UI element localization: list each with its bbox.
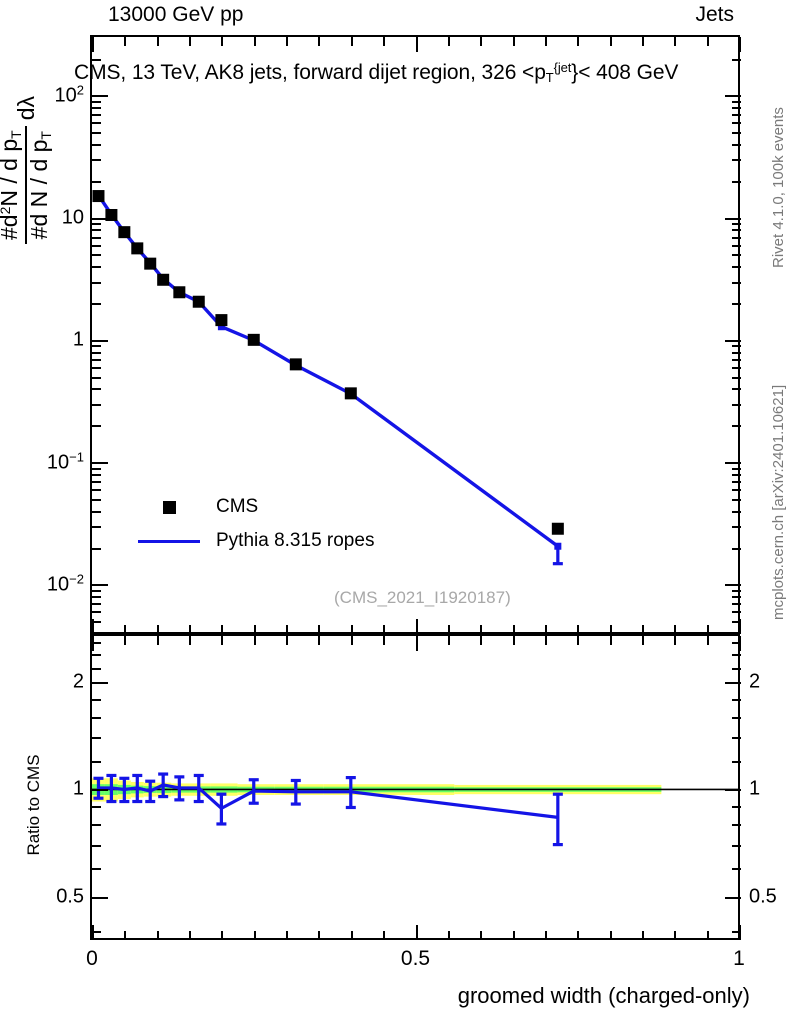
plot-title-suffix: }< 408 GeV (571, 61, 679, 84)
header-category-label: Jets (695, 3, 734, 26)
cms-data-marker (215, 314, 228, 327)
plot-title-sup: {jet (553, 60, 572, 75)
plot-title-sub: T (545, 70, 554, 85)
cms-data-marker (344, 387, 357, 400)
legend-marker-square-icon (132, 500, 206, 514)
legend-label-cms: CMS (216, 496, 259, 517)
legend: CMS Pythia 8.315 ropes (132, 490, 374, 558)
cms-data-marker (131, 242, 144, 255)
mc-prediction-line (97, 194, 559, 548)
cms-data-marker (551, 522, 564, 535)
plot-title: CMS, 13 TeV, AK8 jets, forward dijet reg… (74, 60, 678, 85)
cms-data-marker (289, 358, 302, 371)
legend-line-icon (132, 539, 206, 543)
ratio-plot-frame (90, 634, 740, 940)
main-plot-frame (90, 35, 740, 634)
cms-data-marker (118, 226, 131, 239)
header-beam-label: 13000 GeV pp (108, 3, 244, 26)
cms-data-marker (157, 273, 170, 286)
legend-item-cms[interactable]: CMS (132, 490, 374, 524)
x-axis-label: groomed width (charged-only) (457, 983, 750, 1008)
cms-data-marker (105, 208, 118, 221)
cms-data-marker (247, 333, 260, 346)
legend-item-pythia[interactable]: Pythia 8.315 ropes (132, 524, 374, 558)
cms-data-marker (173, 286, 186, 299)
plot-title-prefix: CMS, 13 TeV, AK8 jets, forward dijet reg… (74, 61, 546, 84)
cms-data-marker (192, 295, 205, 308)
cms-data-marker (144, 257, 157, 270)
cms-data-marker (92, 190, 105, 203)
legend-label-pythia: Pythia 8.315 ropes (216, 530, 375, 551)
analysis-id-watermark: (CMS_2021_I1920187) (334, 588, 511, 607)
mc-point-marker (217, 323, 225, 331)
